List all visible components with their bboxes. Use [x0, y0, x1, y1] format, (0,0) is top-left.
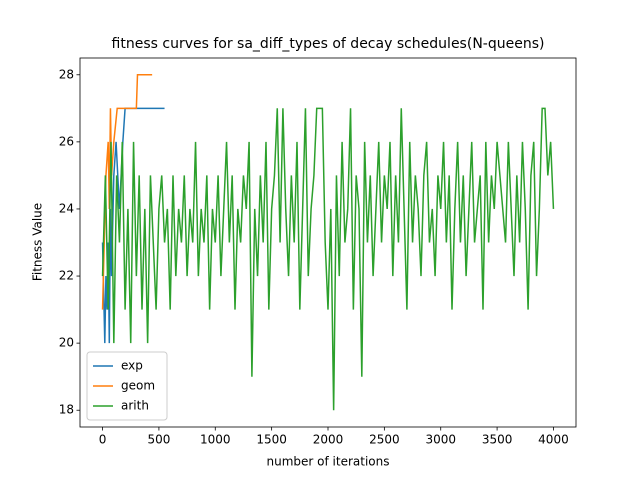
y-axis-label: Fitness Value — [31, 203, 45, 281]
legend-label: geom — [121, 379, 155, 393]
x-tick-label: 3000 — [425, 433, 456, 447]
y-tick-label: 22 — [59, 269, 74, 283]
x-tick-label: 500 — [147, 433, 170, 447]
series-line — [101, 107, 555, 411]
legend-box — [86, 351, 168, 421]
x-tick-label: 2500 — [369, 433, 400, 447]
legend-label: exp — [121, 359, 143, 373]
y-tick-label: 26 — [59, 134, 74, 148]
x-tick-label: 1000 — [200, 433, 231, 447]
x-axis-label: number of iterations — [267, 455, 390, 469]
y-tick-label: 18 — [59, 403, 74, 417]
x-tick-label: 1500 — [256, 433, 287, 447]
y-tick-label: 28 — [59, 67, 74, 81]
x-tick-label: 0 — [99, 433, 107, 447]
x-tick-label: 4000 — [538, 433, 569, 447]
y-tick-label: 24 — [59, 201, 74, 215]
chart-title: fitness curves for sa_diff_types of deca… — [112, 36, 545, 52]
legend-label: arith — [121, 399, 149, 413]
x-tick-label: 2000 — [313, 433, 344, 447]
y-tick-label: 20 — [59, 336, 74, 350]
x-tick-label: 3500 — [482, 433, 513, 447]
plot-frame — [79, 57, 577, 428]
